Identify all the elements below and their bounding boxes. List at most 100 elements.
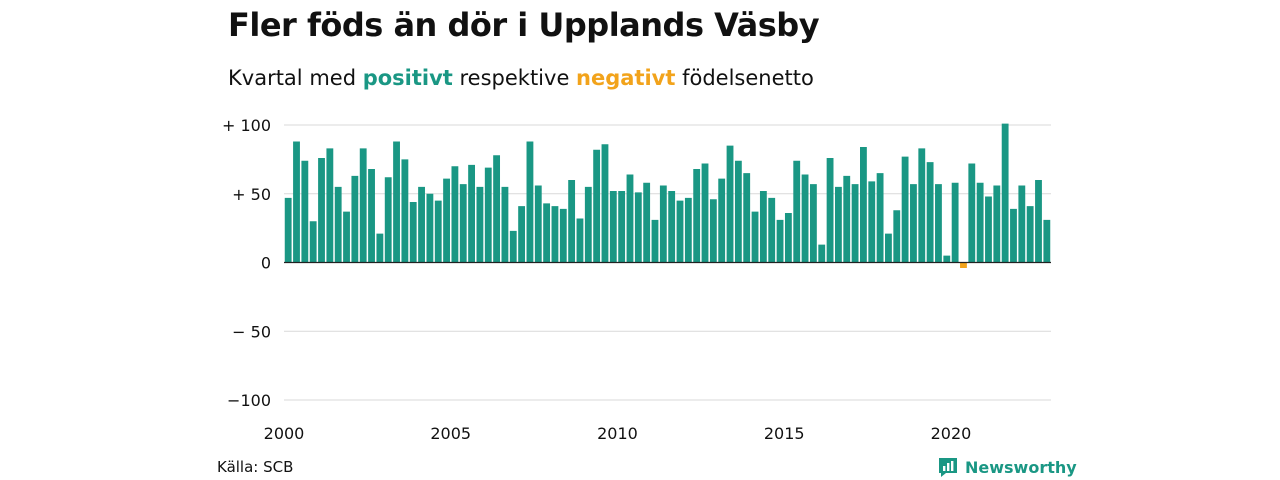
positive-bar [734, 160, 742, 263]
positive-bar [993, 185, 1001, 263]
positive-bar [843, 175, 851, 263]
positive-bar [476, 186, 484, 263]
positive-bar [851, 184, 859, 263]
positive-bar [985, 196, 992, 263]
positive-bar [751, 211, 759, 263]
positive-bar [768, 197, 776, 263]
x-tick-label: 2020 [931, 424, 972, 443]
positive-bar [926, 162, 934, 263]
positive-bar [376, 233, 384, 263]
positive-bar [643, 182, 651, 263]
subtitle-suffix: födelsenetto [675, 66, 814, 90]
bar-chart: + 100 + 50 0 − 50 −100 2000 2005 2010 2015 2020 [222, 116, 1051, 443]
positive-bar [518, 206, 526, 263]
positive-bar [1001, 123, 1009, 263]
positive-bar [493, 155, 501, 263]
positive-bar [935, 184, 942, 263]
positive-bar [651, 219, 659, 263]
x-tick-label: 2015 [764, 424, 805, 443]
negative-bar [960, 262, 967, 268]
positive-bar [951, 182, 959, 263]
positive-bar [701, 163, 709, 263]
positive-bar [860, 147, 867, 263]
positive-bar [601, 144, 609, 263]
positive-bar [1018, 185, 1026, 263]
positive-bar [293, 141, 300, 263]
positive-bar [976, 182, 984, 263]
y-tick-label: − 50 [232, 322, 271, 341]
positive-bar [893, 210, 901, 263]
positive-bar [759, 191, 767, 263]
positive-bar [543, 203, 551, 263]
positive-bar [693, 169, 701, 263]
positive-bar [1035, 180, 1042, 263]
positive-bar [343, 211, 350, 263]
positive-bar [676, 200, 684, 263]
positive-bar [576, 218, 584, 263]
positive-bar [393, 141, 400, 263]
positive-bar [618, 191, 626, 263]
positive-bar [526, 141, 534, 263]
x-tick-label: 2010 [597, 424, 638, 443]
positive-bar [334, 186, 342, 263]
positive-bar [943, 255, 951, 263]
positive-bar [284, 197, 292, 263]
x-tick-label: 2000 [264, 424, 305, 443]
positive-bar [468, 164, 475, 263]
positive-bar [434, 200, 442, 263]
y-tick-label: + 50 [232, 185, 271, 204]
newsworthy-icon [939, 458, 957, 477]
positive-bar [834, 186, 842, 263]
positive-bar [826, 158, 834, 263]
x-tick-label: 2005 [430, 424, 471, 443]
positive-bar [668, 191, 676, 263]
positive-bar [609, 191, 617, 263]
positive-bar [426, 193, 434, 263]
y-tick-label: 0 [261, 254, 271, 273]
positive-bar [351, 175, 359, 263]
y-tick-label: + 100 [222, 116, 271, 135]
positive-bar [718, 178, 726, 263]
positive-bar [784, 213, 792, 263]
positive-bar [1010, 208, 1017, 263]
positive-bar [626, 174, 634, 263]
positive-bar [1026, 206, 1034, 263]
positive-bar [326, 148, 334, 263]
positive-bar [776, 219, 784, 263]
positive-bar [918, 148, 926, 263]
positive-bar [551, 206, 559, 263]
subtitle-prefix: Kvartal med [228, 66, 363, 90]
positive-bar [401, 159, 409, 263]
subtitle-middle: respektive [452, 66, 577, 90]
positive-bar [876, 173, 884, 263]
subtitle-positive: positivt [362, 66, 453, 90]
positive-bar [809, 184, 817, 263]
positive-bar [459, 184, 467, 263]
positive-bar [801, 174, 809, 263]
positive-bar [384, 177, 392, 263]
positive-bar [793, 160, 801, 263]
subtitle-negative: negativt [576, 66, 676, 90]
positive-bar [309, 221, 317, 263]
positive-bar [443, 178, 450, 263]
positive-bar [968, 163, 976, 263]
positive-bar [659, 185, 667, 263]
positive-bar [501, 186, 509, 263]
positive-bar [901, 156, 909, 263]
positive-bar [684, 197, 692, 263]
positive-bar [1043, 219, 1051, 263]
positive-bar [709, 199, 717, 263]
y-tick-label: −100 [227, 391, 271, 410]
positive-bar [301, 160, 309, 263]
positive-bar [885, 233, 892, 263]
positive-bar [368, 169, 375, 263]
positive-bar [593, 149, 601, 263]
source-label: Källa: SCB [217, 458, 294, 476]
positive-bar [634, 192, 642, 263]
positive-bar [451, 166, 459, 263]
positive-bar [910, 184, 917, 263]
positive-bar [584, 186, 592, 263]
positive-bar [409, 202, 417, 263]
positive-bar [359, 148, 367, 263]
positive-bar [559, 208, 567, 263]
